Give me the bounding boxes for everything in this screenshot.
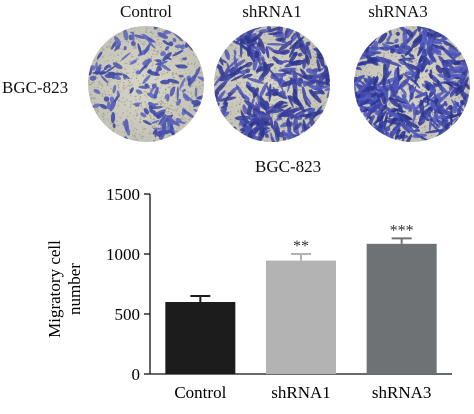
y-tick-label: 1000: [106, 245, 140, 264]
y-ticks: 0 500 1000 1500: [106, 185, 150, 384]
chart-subtitle: BGC-823: [255, 157, 322, 176]
well-image-shrna1: [214, 26, 330, 142]
bar-shrna3: [366, 243, 437, 374]
x-tick-label: shRNA3: [372, 383, 432, 402]
row-label-cell-line: BGC-823: [2, 78, 69, 97]
significance-marker: ***: [390, 222, 414, 239]
bar-shrna1: [266, 260, 336, 374]
column-label-shrna1: shRNA1: [242, 2, 302, 21]
y-axis-label-line-2: number: [65, 263, 84, 315]
x-tick-label: shRNA1: [271, 383, 331, 402]
column-label-control: Control: [120, 2, 172, 21]
x-tick-labels: Control shRNA1 shRNA3: [174, 383, 431, 402]
transwell-images: [88, 26, 470, 142]
y-axis-label: Migratory cell number: [45, 240, 84, 338]
significance-marker: **: [293, 238, 309, 255]
column-label-shrna3: shRNA3: [368, 2, 428, 21]
y-tick-label: 1500: [106, 185, 140, 204]
y-axis-label-line-1: Migratory cell: [45, 240, 64, 338]
y-tick-label: 500: [115, 305, 141, 324]
well-image-shrna3: [354, 26, 470, 142]
x-tick-label: Control: [174, 383, 226, 402]
bar-control: [165, 302, 236, 374]
bar-chart: Migratory cell number ***** 050010001500…: [45, 185, 452, 402]
y-tick-label: 0: [132, 365, 141, 384]
well-image-control: [88, 26, 204, 142]
bars: *****: [165, 222, 437, 374]
